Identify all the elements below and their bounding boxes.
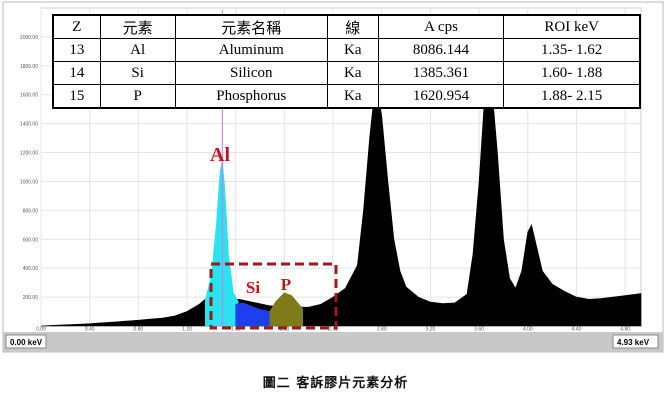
y-tick-label: 1000.00 <box>20 179 38 185</box>
cell-z: 15 <box>52 84 101 109</box>
x-tick-label: 0.40 <box>85 327 95 333</box>
cell-roi: 1.35- 1.62 <box>503 38 641 62</box>
cell-z: 13 <box>52 38 101 62</box>
header-element: 元素 <box>99 14 176 39</box>
roi-highlight-box <box>209 262 338 330</box>
cell-line: Ka <box>326 61 379 85</box>
cell-line: Ka <box>326 84 379 109</box>
annotation-si: Si <box>246 278 260 297</box>
x-tick-label: 1.20 <box>182 327 192 333</box>
series-layer <box>40 79 642 327</box>
cell-name: Phosphorus <box>174 84 328 109</box>
cell-symbol: P <box>99 84 176 109</box>
y-tick-label: 1200.00 <box>20 151 38 157</box>
x-tick-label: 4.00 <box>523 327 533 333</box>
y-tick-label: 2000.00 <box>20 35 38 41</box>
y-tick-label: 1600.00 <box>20 93 38 99</box>
table-row: 14 Si Silicon Ka 1385.361 1.60- 1.88 <box>52 61 641 85</box>
table-row: 13 Al Aluminum Ka 8086.144 1.35- 1.62 <box>52 38 641 62</box>
element-table: Z 元素 元素名稱 線 A cps ROI keV 13 Al Aluminum… <box>52 14 641 109</box>
cell-symbol: Si <box>99 61 176 85</box>
series-p-area <box>269 292 303 327</box>
cell-cps: 1620.954 <box>377 84 505 109</box>
y-tick-label: 800.00 <box>23 208 39 214</box>
header-a-cps: A cps <box>377 14 505 39</box>
x-tick-label: 0.00 <box>36 327 46 333</box>
header-element-name: 元素名稱 <box>174 14 328 39</box>
y-tick-labels: 200.00 400.00 600.00 800.00 1000.00 1200.00 14… <box>20 35 38 301</box>
status-right-box <box>612 334 659 349</box>
annotation-al: Al <box>210 144 230 166</box>
x-tick-label: 1.60 <box>231 327 241 333</box>
annotation-p: P <box>281 275 291 294</box>
series-spectrum-area <box>40 79 642 327</box>
y-tick-label: 400.00 <box>23 266 39 272</box>
x-tick-label: 2.80 <box>377 327 387 333</box>
y-tick-label: 1400.00 <box>20 122 38 128</box>
status-bar <box>3 332 663 352</box>
x-tick-label: 4.80 <box>620 327 630 333</box>
cell-symbol: Al <box>99 38 176 62</box>
cell-roi: 1.60- 1.88 <box>503 61 641 85</box>
cell-cps: 1385.361 <box>377 61 505 85</box>
y-tick-label: 200.00 <box>23 295 39 301</box>
x-tick-label: 3.20 <box>426 327 436 333</box>
y-tick-label: 1800.00 <box>20 64 38 70</box>
cell-name: Silicon <box>174 61 328 85</box>
header-z: Z <box>52 14 101 39</box>
status-left-label: 0.00 keV <box>10 338 43 347</box>
x-tick-label: 3.60 <box>474 327 484 333</box>
cell-roi: 1.88- 2.15 <box>503 84 641 109</box>
table-row: 15 P Phosphorus Ka 1620.954 1.88- 2.15 <box>52 84 641 109</box>
cell-z: 14 <box>52 61 101 85</box>
status-left-box <box>5 334 47 349</box>
table-header-row: Z 元素 元素名稱 線 A cps ROI keV <box>52 14 641 39</box>
cell-line: Ka <box>326 38 379 62</box>
header-line: 線 <box>326 14 379 39</box>
cell-name: Aluminum <box>174 38 328 62</box>
peak-annotations: Al Si P <box>210 144 291 297</box>
figure-caption: 圖二 客訴膠片元素分析 <box>262 376 409 391</box>
status-right-label: 4.93 keV <box>617 338 650 347</box>
x-tick-label: 2.40 <box>328 327 338 333</box>
y-tick-label: 600.00 <box>23 237 39 243</box>
header-roi-kev: ROI keV <box>503 14 641 39</box>
x-tick-label: 4.40 <box>572 327 582 333</box>
x-tick-label: 0.80 <box>133 327 143 333</box>
cell-cps: 8086.144 <box>377 38 505 62</box>
